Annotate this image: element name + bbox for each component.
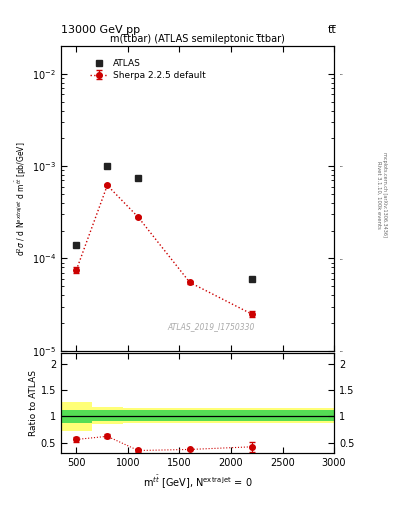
Title: m(t̅tbar) (ATLAS semileptonic t̅tbar): m(t̅tbar) (ATLAS semileptonic t̅tbar) [110,34,285,44]
Y-axis label: Ratio to ATLAS: Ratio to ATLAS [29,370,38,436]
ATLAS [105,163,110,169]
Text: 13000 GeV pp: 13000 GeV pp [61,25,140,35]
Text: tt̅: tt̅ [327,25,336,35]
Line: ATLAS: ATLAS [73,163,255,283]
X-axis label: m$^{t\bar{t}}$ [GeV], N$^{\mathrm{extra\,jet}}$ = 0: m$^{t\bar{t}}$ [GeV], N$^{\mathrm{extra\… [143,474,252,490]
ATLAS [74,242,79,248]
Y-axis label: d$^2\sigma$ / d N$^{extra jet}$ d m$^{t\bar{t}}$ [pb/GeV]: d$^2\sigma$ / d N$^{extra jet}$ d m$^{t\… [13,141,29,255]
ATLAS [136,175,141,181]
ATLAS [249,276,254,282]
Legend: ATLAS, Sherpa 2.2.5 default: ATLAS, Sherpa 2.2.5 default [87,57,208,83]
Text: ATLAS_2019_I1750330: ATLAS_2019_I1750330 [167,322,255,331]
Text: mcplots.cern.ch [arXiv:1306.3436]: mcplots.cern.ch [arXiv:1306.3436] [382,152,387,237]
Text: Rivet 3.1.10, 100k events: Rivet 3.1.10, 100k events [376,161,381,228]
